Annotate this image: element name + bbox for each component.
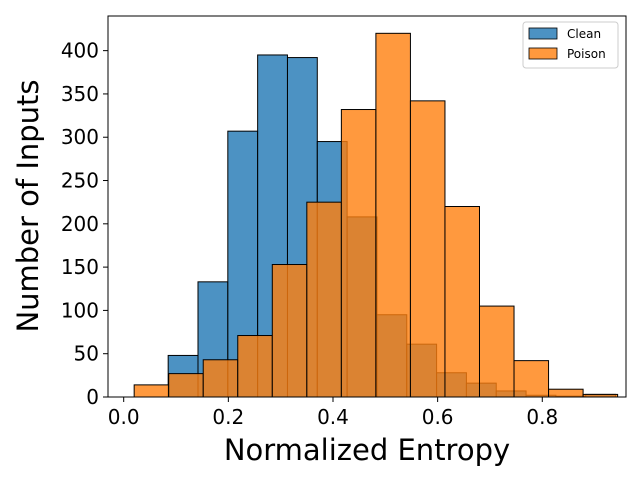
histogram-bars [133,32,619,398]
legend-swatch-clean [528,27,558,40]
poison-bar-8 [409,100,446,398]
poison-bar-2 [202,359,239,398]
y-tick-label: 400 [61,39,99,63]
poison-bar-11 [513,360,550,398]
y-tick-label: 250 [61,169,99,193]
poison-bar-9 [444,206,480,398]
poison-bar-6 [340,109,377,398]
legend-swatch-poison [528,47,558,60]
poison-bar-5 [306,201,342,398]
plot-area-frame [107,15,627,398]
poison-bar-0 [133,384,170,398]
poison-bar-4 [271,264,308,398]
x-axis: 0.0 0.2 0.4 0.6 0.8 [108,397,558,429]
x-tick-label: 0.2 [212,405,244,429]
x-tick-label: 0.6 [422,405,454,429]
poison-bar-7 [375,32,411,398]
y-tick-label: 100 [61,298,99,322]
y-tick-label: 350 [61,82,99,106]
poison-bar-10 [478,305,515,398]
y-tick-label: 300 [61,125,99,149]
legend: Clean Poison [522,21,619,69]
poison-bar-12 [548,388,584,398]
x-tick-label: 0.0 [108,405,140,429]
y-tick-label: 50 [74,342,99,366]
x-tick-label: 0.8 [526,405,558,429]
y-axis: 0 50 100 150 200 250 300 350 400 [61,39,108,409]
y-axis-label: Number of Inputs [11,79,45,332]
y-tick-label: 200 [61,212,99,236]
poison-bar-1 [168,373,204,398]
legend-label-clean: Clean [567,27,601,41]
poison-bar-3 [237,335,273,398]
legend-label-poison: Poison [567,47,606,61]
x-tick-label: 0.4 [317,405,349,429]
y-tick-label: 0 [86,385,99,409]
x-axis-label: Normalized Entropy [224,433,510,467]
y-tick-label: 150 [61,255,99,279]
